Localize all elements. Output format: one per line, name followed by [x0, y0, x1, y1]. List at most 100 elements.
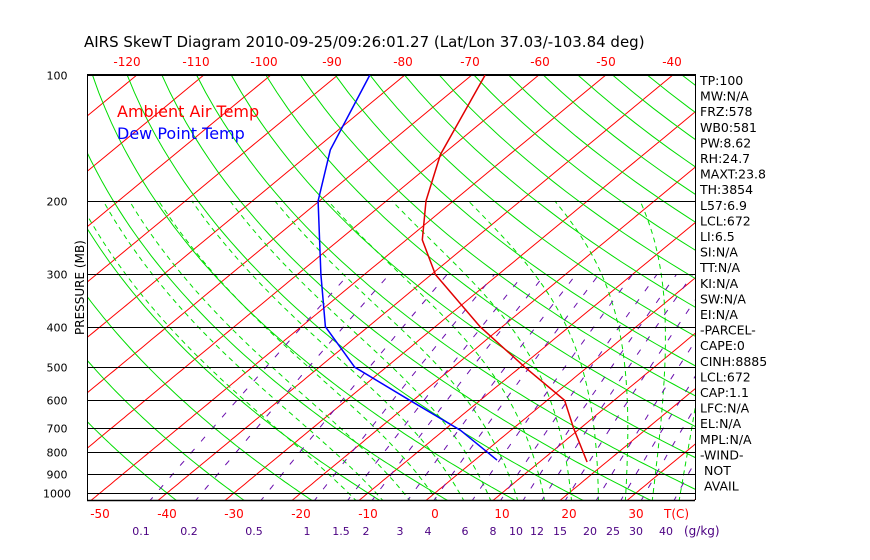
- moist-adiabat: [102, 200, 384, 500]
- mixing-ratio-tick-label: 40: [659, 525, 673, 538]
- bottom-temp-tick-label: 10: [494, 507, 509, 521]
- mixing-ratio-line: [371, 274, 546, 500]
- bottom-temp-tick-label: 0: [431, 507, 439, 521]
- index-label: -WIND-: [700, 447, 744, 462]
- top-temp-tick-label: -120: [113, 55, 140, 69]
- legend-ambient-air-temp: Ambient Air Temp: [117, 102, 259, 121]
- index-label: EL:N/A: [700, 416, 742, 431]
- mixing-ratio-tick-label: 20: [583, 525, 597, 538]
- mixing-ratio-tick-label: 2: [363, 525, 370, 538]
- mixing-ratio-tick-label: 10: [509, 525, 523, 538]
- dry-adiabat: [404, 74, 695, 308]
- mixing-ratio-tick-label: 30: [629, 525, 643, 538]
- index-label: MAXT:23.8: [700, 167, 766, 182]
- ambient-temp-line: [421, 74, 588, 463]
- index-label: TP:100: [699, 73, 743, 88]
- isotherm: [87, 74, 339, 283]
- mixing-ratio-unit: (g/kg): [684, 524, 720, 538]
- isotherm: [826, 75, 870, 502]
- dry-adiabat: [161, 74, 652, 500]
- isotherm: [87, 74, 540, 450]
- pressure-tick-label: 200: [47, 196, 68, 209]
- moist-adiabat: [639, 200, 666, 500]
- index-label: LI:6.5: [700, 229, 735, 244]
- index-label: TT:N/A: [699, 260, 740, 275]
- mixing-ratio-line: [541, 274, 694, 500]
- bottom-temp-tick-label: -20: [291, 507, 311, 521]
- moist-adiabat: [87, 213, 357, 500]
- mixing-ratio-tick-label: 8: [490, 525, 497, 538]
- index-label: RH:24.7: [700, 151, 750, 166]
- mixing-ratio-line: [522, 274, 677, 500]
- mixing-ratio-tick-label: 4: [425, 525, 432, 538]
- index-label: MW:N/A: [700, 89, 749, 104]
- pressure-tick-label: 500: [47, 362, 68, 375]
- pressure-tick-label: 900: [47, 469, 68, 482]
- dry-adiabat: [196, 74, 695, 490]
- mixing-ratio-tick-label: 15: [553, 525, 567, 538]
- index-label: LFC:N/A: [700, 401, 750, 416]
- mixing-ratio-line: [195, 274, 390, 500]
- index-label: CAP:1.1: [700, 385, 749, 400]
- isotherm: [492, 332, 695, 500]
- top-temp-tick-label: -60: [530, 55, 550, 69]
- mixing-ratio-line: [347, 274, 524, 500]
- mixing-ratio-tick-label: 6: [462, 525, 469, 538]
- top-temp-tick-label: -50: [596, 55, 616, 69]
- bottom-temp-tick-label: -50: [90, 507, 110, 521]
- moist-adiabat: [467, 200, 599, 500]
- index-label: LCL:672: [700, 369, 751, 384]
- isotherm: [425, 277, 695, 500]
- dry-adiabat: [647, 74, 695, 113]
- moist-adiabat: [554, 200, 629, 500]
- bottom-temp-tick-label: -40: [157, 507, 177, 521]
- mixing-ratio-line: [564, 299, 695, 500]
- pressure-tick-label: 1000: [43, 488, 71, 501]
- moist-adiabat: [327, 200, 545, 500]
- index-label: PW:8.62: [700, 135, 751, 150]
- bottom-temp-tick-label: -10: [358, 507, 378, 521]
- moist-adiabat: [191, 200, 465, 500]
- isotherm: [0, 75, 70, 502]
- moist-adiabat: [158, 200, 438, 500]
- isotherm: [0, 75, 3, 502]
- index-label: WB0:581: [700, 120, 757, 135]
- mixing-ratio-line: [314, 274, 495, 500]
- mixing-ratio-line: [407, 274, 577, 500]
- mixing-ratio-line: [500, 274, 658, 500]
- dry-adiabat: [87, 295, 313, 500]
- x-axis-label: T(C): [663, 507, 689, 521]
- bottom-temp-tick-label: 30: [628, 507, 643, 521]
- top-temp-tick-label: -100: [250, 55, 277, 69]
- dry-adiabat: [369, 74, 695, 337]
- isotherm: [759, 75, 870, 502]
- dry-adiabat: [473, 74, 695, 251]
- index-label: LCL:672: [700, 213, 751, 228]
- legend-dew-point-temp: Dew Point Temp: [117, 124, 245, 143]
- dry-adiabat: [87, 359, 245, 500]
- chart-title: AIRS SkewT Diagram 2010-09-25/09:26:01.2…: [84, 33, 645, 51]
- pressure-tick-label: 600: [47, 395, 68, 408]
- dew-point-line: [317, 74, 498, 461]
- index-label: SW:N/A: [700, 291, 746, 306]
- mixing-ratio-tick-label: 25: [606, 525, 620, 538]
- moist-adiabat: [391, 200, 572, 500]
- mixing-ratio-line: [260, 274, 448, 500]
- dry-adiabat: [230, 74, 695, 458]
- index-label: NOT: [704, 463, 731, 478]
- dry-adiabat: [438, 74, 695, 279]
- top-temp-tick-label: -110: [182, 55, 209, 69]
- mixing-ratio-line: [149, 274, 349, 500]
- mixing-ratio-tick-label: 0.5: [245, 525, 263, 538]
- dry-adiabat: [92, 74, 516, 500]
- moist-adiabat: [229, 200, 492, 500]
- pressure-tick-label: 700: [47, 423, 68, 436]
- top-temp-tick-label: -70: [460, 55, 480, 69]
- top-temp-tick-label: -80: [393, 55, 413, 69]
- index-label: SI:N/A: [700, 245, 738, 260]
- mixing-ratio-tick-label: 0.1: [132, 525, 150, 538]
- pressure-tick-label: 100: [47, 70, 68, 83]
- top-temp-tick-label: -90: [322, 55, 342, 69]
